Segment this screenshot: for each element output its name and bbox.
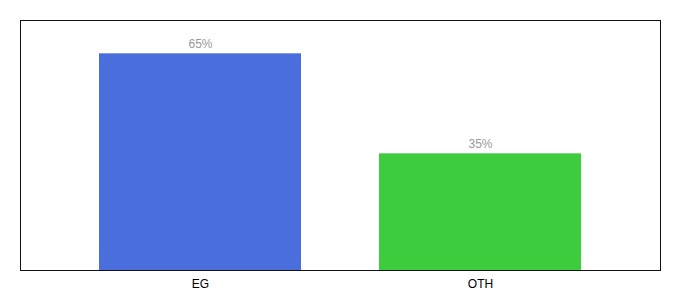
svg-text:EG: EG bbox=[192, 277, 209, 291]
svg-text:OTH: OTH bbox=[468, 277, 493, 291]
svg-text:65%: 65% bbox=[188, 37, 212, 51]
svg-text:35%: 35% bbox=[468, 137, 492, 151]
